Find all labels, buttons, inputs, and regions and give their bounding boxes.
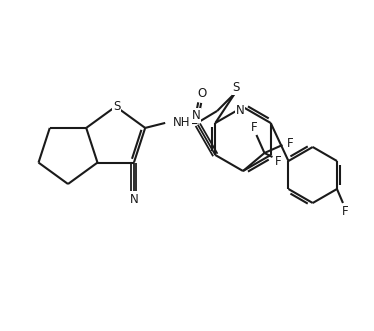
Text: F: F — [342, 205, 348, 217]
Text: F: F — [287, 136, 294, 150]
Text: N: N — [191, 109, 200, 122]
Text: F: F — [251, 120, 258, 133]
Text: S: S — [113, 100, 120, 113]
Text: N: N — [129, 193, 138, 206]
Text: F: F — [275, 155, 282, 167]
Text: O: O — [197, 87, 207, 100]
Text: NH: NH — [173, 117, 191, 129]
Text: S: S — [233, 81, 240, 94]
Text: N: N — [236, 104, 244, 117]
